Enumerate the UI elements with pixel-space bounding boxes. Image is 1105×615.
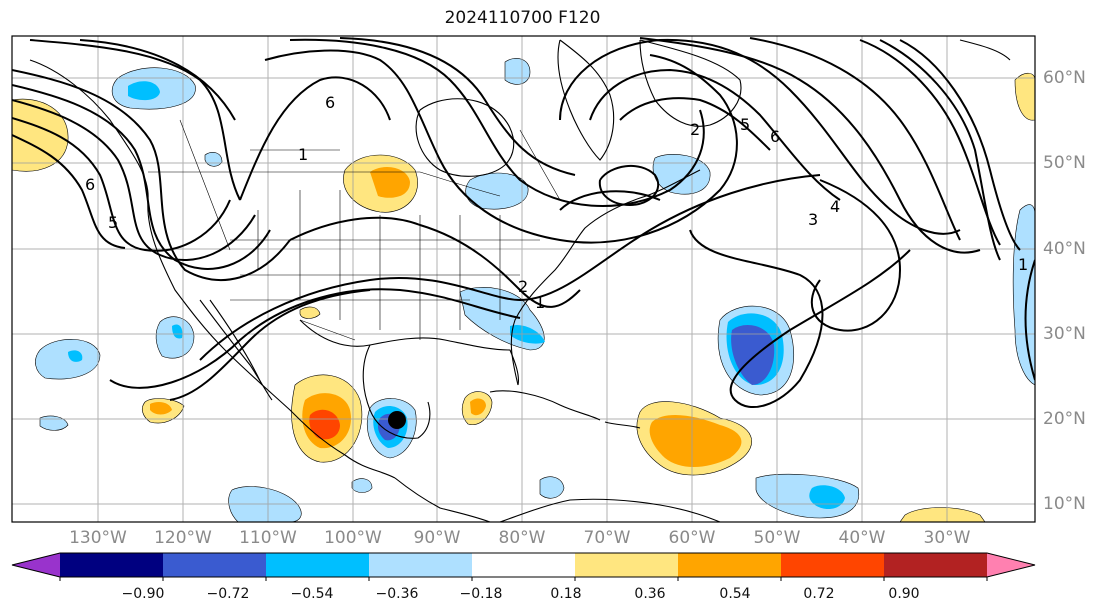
storm-center-marker xyxy=(388,411,406,429)
contour-label: 5 xyxy=(740,115,750,134)
lat-label: 60°N xyxy=(1043,68,1086,88)
colorbar-segment xyxy=(884,553,988,577)
colorbar-segment xyxy=(781,553,885,577)
colorbar-segment xyxy=(678,553,782,577)
colorbar-tick-label: 0.36 xyxy=(634,586,666,602)
coastlines xyxy=(29,39,1011,522)
lon-label: 40°W xyxy=(838,528,886,548)
colorbar-segment xyxy=(472,553,576,577)
contour-label: 1 xyxy=(1018,255,1028,274)
colorbar-tick-label: −0.18 xyxy=(459,586,503,602)
contour-label: 2 xyxy=(690,120,700,139)
colorbar-tick-label: 0.90 xyxy=(888,586,920,602)
contour-label: 6 xyxy=(85,175,95,194)
gridlines xyxy=(12,36,1035,522)
lon-label: 130°W xyxy=(69,528,127,548)
contour-label: 6 xyxy=(770,127,780,146)
anomaly-shading xyxy=(12,58,1035,522)
lat-label: 30°N xyxy=(1043,324,1086,344)
colorbar-tick-label: 0.18 xyxy=(550,586,582,602)
lat-label: 40°N xyxy=(1043,239,1086,259)
colorbar-segment xyxy=(163,553,267,577)
colorbar-tick-label: −0.36 xyxy=(375,586,419,602)
lat-label: 50°N xyxy=(1043,153,1086,173)
colorbar-tick-label: −0.90 xyxy=(121,586,165,602)
contour-label-layer: 1 6 6 5 2 1 5 6 3 4 1 2 xyxy=(85,93,1028,312)
lon-label: 100°W xyxy=(324,528,382,548)
contour-label: 4 xyxy=(830,197,840,216)
colorbar-segment xyxy=(987,553,1035,577)
colorbar-segment xyxy=(575,553,679,577)
lon-label: 90°W xyxy=(413,528,461,548)
lon-label: 110°W xyxy=(239,528,297,548)
map-frame xyxy=(11,35,1036,523)
contour-label: 1 xyxy=(298,145,308,164)
colorbar-tick-label: −0.72 xyxy=(206,586,250,602)
colorbar-segment xyxy=(60,553,164,577)
lon-label: 30°W xyxy=(923,528,971,548)
colorbar-tick-label: −0.54 xyxy=(290,586,334,602)
colorbar-segment xyxy=(266,553,370,577)
contour-label: 6 xyxy=(325,93,335,112)
political-borders xyxy=(148,119,561,341)
contour-label: 5 xyxy=(108,213,118,232)
lat-label: 10°N xyxy=(1043,494,1086,514)
colorbar-tick-label: 0.72 xyxy=(803,586,835,602)
contour-lines xyxy=(12,37,1035,409)
colorbar xyxy=(11,552,1036,581)
lat-label: 20°N xyxy=(1043,409,1086,429)
lon-label: 70°W xyxy=(583,528,631,548)
contour-label: 2 xyxy=(518,277,528,296)
lon-label: 60°W xyxy=(668,528,716,548)
contour-label: 1 xyxy=(535,293,545,312)
colorbar-segment xyxy=(12,553,60,577)
contour-label: 3 xyxy=(808,210,818,229)
colorbar-tick-label: 0.54 xyxy=(719,586,751,602)
lon-label: 80°W xyxy=(498,528,546,548)
lon-label: 50°W xyxy=(753,528,801,548)
lon-label: 120°W xyxy=(154,528,212,548)
map-title: 2024110700 F120 xyxy=(444,8,601,28)
colorbar-segment xyxy=(369,553,473,577)
